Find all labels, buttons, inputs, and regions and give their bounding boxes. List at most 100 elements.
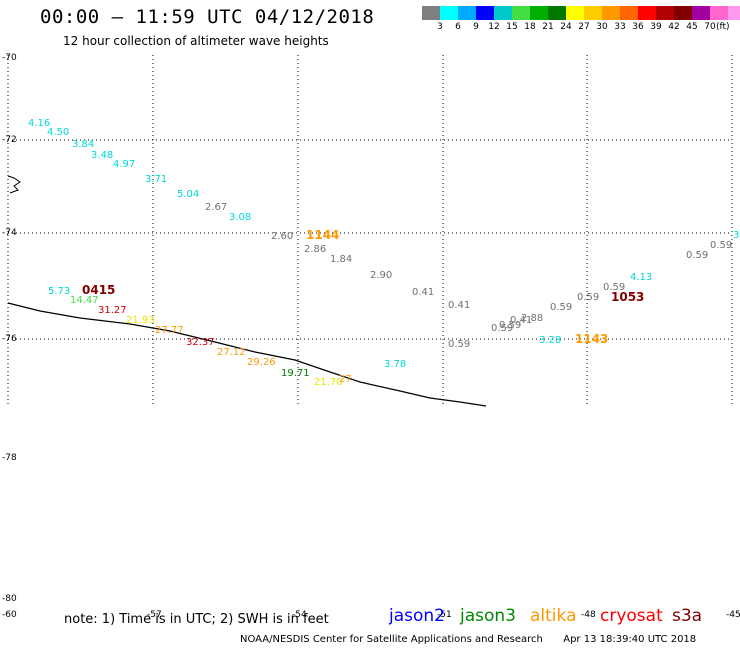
- wave-height-value: 31.27: [98, 305, 127, 316]
- legend-swatch: [476, 6, 494, 20]
- wave-height-value: 4.16: [28, 118, 50, 129]
- longitude-label: -48: [581, 610, 596, 620]
- satellite-cryosat: cryosat: [600, 606, 663, 626]
- pass-time-labels: 0415 1144 1053 1143: [82, 228, 644, 346]
- legend-swatch: [602, 6, 620, 20]
- color-scale-legend: [422, 6, 740, 20]
- legend-label: 24: [560, 22, 572, 32]
- legend-label: 6: [455, 22, 461, 32]
- wave-height-value: 4.13: [630, 272, 652, 283]
- graticule: [7, 55, 733, 406]
- wave-height-value: 27.77: [155, 325, 184, 336]
- legend-label: 42: [668, 22, 680, 32]
- legend-label: 21: [542, 22, 554, 32]
- legend-label: 33: [614, 22, 626, 32]
- wave-height-value: 27.12: [217, 347, 246, 358]
- wave-height-labels: 4.164.503.843.484.97 3.71 5.04 2.673.08 2.60…: [28, 118, 739, 388]
- legend-swatch: [458, 6, 476, 20]
- wave-height-value: 3.78: [384, 359, 406, 370]
- map-subtitle: 12 hour collection of altimeter wave hei…: [63, 34, 329, 48]
- legend-swatch: [548, 6, 566, 20]
- map-title: 00:00 – 11:59 UTC 04/12/2018: [40, 6, 375, 28]
- legend-label: 27: [578, 22, 590, 32]
- legend-label: 70: [704, 22, 716, 32]
- wave-height-value: 5.73: [48, 286, 70, 297]
- generated-timestamp: Apr 13 18:39:40 UTC 2018: [563, 634, 697, 645]
- wave-height-value: 0.59: [577, 292, 599, 303]
- antarctic-coastline: [7, 302, 487, 407]
- longitude-label: -60: [2, 610, 17, 620]
- wave-height-value: 0.59: [550, 302, 572, 313]
- legend-swatch: [638, 6, 656, 20]
- legend-swatch: [656, 6, 674, 20]
- longitude-label: -51: [437, 610, 452, 620]
- legend-swatch: [440, 6, 458, 20]
- wave-height-value: 2.90: [370, 270, 392, 281]
- legend-swatch: [422, 6, 440, 20]
- wave-height-value: 0.59: [710, 240, 732, 251]
- legend-swatch: [494, 6, 512, 20]
- wave-height-value: 3.08: [229, 212, 251, 223]
- legend-swatch: [566, 6, 584, 20]
- wave-height-value: 2.86: [304, 244, 326, 255]
- wave-height-value: 0.41: [448, 300, 470, 311]
- legend-unit: (ft): [716, 22, 730, 32]
- wave-height-value: 3: [733, 230, 739, 241]
- pass-time-label: 0415: [82, 283, 115, 297]
- axis-labels: -70 -72 -74 -76 -78 -80 -60 -57 -54 -51 -48 -45: [2, 53, 740, 620]
- legend-label: 3: [437, 22, 443, 32]
- wave-height-value: 0.59: [491, 323, 513, 334]
- wave-height-value: 27: [339, 374, 352, 385]
- wave-height-value: 2.67: [205, 202, 227, 213]
- land-fragment: [7, 175, 21, 194]
- wave-height-value: 0.59: [448, 339, 470, 350]
- wave-height-value: 2.88: [521, 313, 543, 324]
- legend-label: 45: [686, 22, 698, 32]
- pass-time-label: 1053: [611, 290, 644, 304]
- legend-label: 30: [596, 22, 608, 32]
- legend-swatch: [584, 6, 602, 20]
- longitude-label: -54: [292, 610, 307, 620]
- wave-height-value: 21.70: [314, 377, 343, 388]
- wave-height-value: 0.59: [603, 282, 625, 293]
- legend-swatch: [692, 6, 710, 20]
- footer-note: note: 1) Time is in UTC; 2) SWH is in fe…: [64, 612, 329, 627]
- wave-height-value: 14.47: [70, 295, 99, 306]
- legend-swatch: [710, 6, 728, 20]
- satellite-s3a: s3a: [672, 606, 703, 626]
- wave-height-value: 19.71: [281, 368, 310, 379]
- satellite-jason2: jason2: [389, 606, 445, 626]
- latitude-label: -72: [2, 135, 17, 145]
- wave-height-value: 3.48: [91, 150, 113, 161]
- longitude-label: -45: [726, 610, 740, 620]
- wave-height-value: 32.37: [186, 337, 215, 348]
- satellite-jason3: jason3: [460, 606, 516, 626]
- wave-height-value: 0.41: [510, 315, 532, 326]
- wave-height-value: 3.28: [539, 335, 561, 346]
- wave-height-value: 1.84: [330, 254, 352, 265]
- legend-swatch: [620, 6, 638, 20]
- legend-label: 18: [524, 22, 536, 32]
- pass-time-label: 1143: [575, 332, 608, 346]
- latitude-label: -70: [2, 53, 17, 63]
- longitude-label: -57: [147, 610, 162, 620]
- wave-height-value: 2.60: [271, 231, 293, 242]
- legend-label: 39: [650, 22, 662, 32]
- legend-swatch: [674, 6, 692, 20]
- legend-label: 12: [488, 22, 500, 32]
- wave-height-value: 21.93: [126, 315, 155, 326]
- wave-height-value: 3.84: [72, 139, 94, 150]
- wave-height-value: 0.59: [686, 250, 708, 261]
- legend-label: 36: [632, 22, 644, 32]
- wave-height-value: 29.26: [247, 357, 276, 368]
- pass-time-label: 1144: [306, 228, 339, 242]
- satellite-altika: altika: [530, 606, 577, 626]
- credit-text: NOAA/NESDIS Center for Satellite Applica…: [240, 634, 543, 645]
- legend-label: 9: [473, 22, 479, 32]
- latitude-label: -78: [2, 453, 17, 463]
- wave-height-value: 0.41: [412, 287, 434, 298]
- wave-height-value: 0.59: [499, 320, 521, 331]
- legend-swatch: [728, 6, 740, 20]
- latitude-label: -80: [2, 594, 17, 604]
